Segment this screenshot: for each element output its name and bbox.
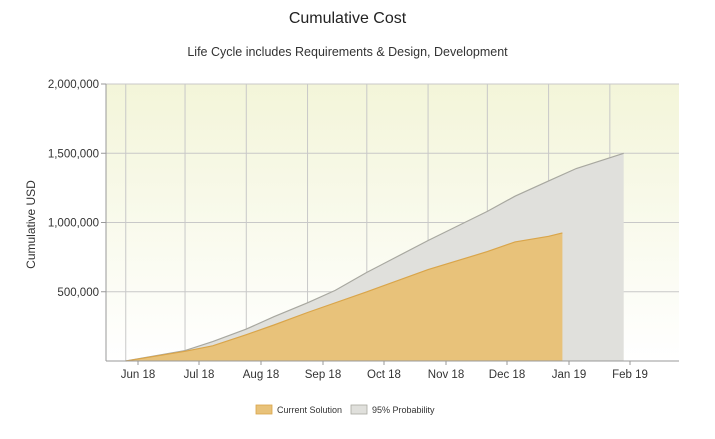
y-tick-label: 2,000,000 [48,79,99,91]
legend-item[interactable]: Current Solution [255,404,342,415]
y-tick-label: 1,000,000 [48,218,99,230]
series-areas [125,152,624,362]
y-tick-label: 500,000 [57,287,99,299]
legend-item[interactable]: 95% Probability [350,404,435,415]
chart-subtitle: Life Cycle includes Requirements & Desig… [187,45,508,59]
legend-label: Current Solution [277,405,342,415]
x-tick-label: Sep 18 [305,369,341,381]
axes: 500,000 1,000,000 1,500,000 2,000,000 Jun 18… [24,79,679,381]
x-tick-label: Feb 19 [612,369,648,381]
line-current-solution [125,232,563,362]
area-current-solution [125,232,563,361]
x-tick-label: Oct 18 [367,369,401,381]
line-95-probability [125,152,624,362]
y-axis-label: Cumulative USD [24,180,38,269]
x-tick-label: Jul 18 [184,369,215,381]
x-tick-label: Jun 18 [121,369,156,381]
x-tick-label: Jan 19 [552,369,587,381]
y-tick-label: 1,500,000 [48,148,99,160]
legend: Current Solution 95% Probability [255,404,435,415]
chart-title: Cumulative Cost [288,10,407,27]
legend-label: 95% Probability [372,405,435,415]
legend-swatch [255,404,273,415]
x-tick-label: Dec 18 [489,369,525,381]
x-tick-label: Nov 18 [428,369,464,381]
legend-swatch [350,404,368,415]
x-tick-label: Aug 18 [243,369,279,381]
